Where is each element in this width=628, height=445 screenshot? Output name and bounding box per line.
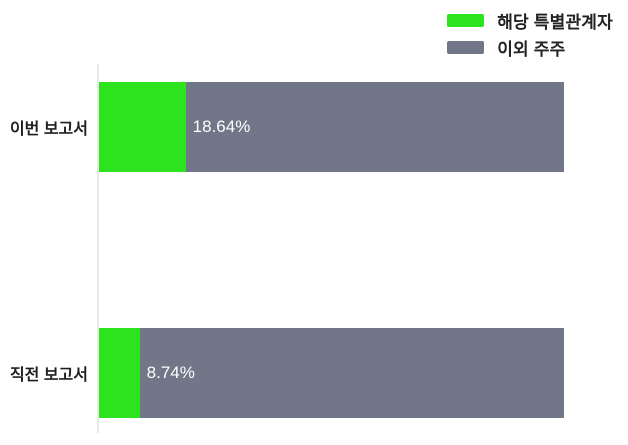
bar-track: 8.74% [99, 328, 564, 418]
legend-label-special-related: 해당 특별관계자 [497, 12, 613, 32]
legend: 해당 특별관계자 이외 주주 [447, 9, 613, 59]
legend-item-special-related: 해당 특별관계자 [447, 9, 613, 32]
value-label-current-report: 18.64% [192, 117, 251, 136]
category-label-previous-report: 직전 보고서 [9, 367, 88, 384]
bar-row-previous-report: 직전 보고서 8.74% [0, 328, 564, 418]
legend-swatch-green [447, 13, 485, 27]
value-label-previous-report: 8.74% [146, 363, 195, 382]
y-axis-line [97, 64, 99, 433]
bar-track: 18.64% [99, 82, 564, 172]
bar-segment-other-shareholders: 8.74% [139, 328, 564, 418]
bar-segment-special-related [99, 82, 186, 172]
bar-segment-other-shareholders: 18.64% [185, 82, 564, 172]
legend-label-other-shareholders: 이외 주주 [497, 39, 566, 59]
category-label-current-report: 이번 보고서 [9, 121, 88, 138]
bar-segment-special-related [99, 328, 140, 418]
legend-item-other-shareholders: 이외 주주 [447, 36, 613, 59]
bar-row-current-report: 이번 보고서 18.64% [0, 82, 564, 172]
legend-swatch-gray [447, 40, 485, 54]
